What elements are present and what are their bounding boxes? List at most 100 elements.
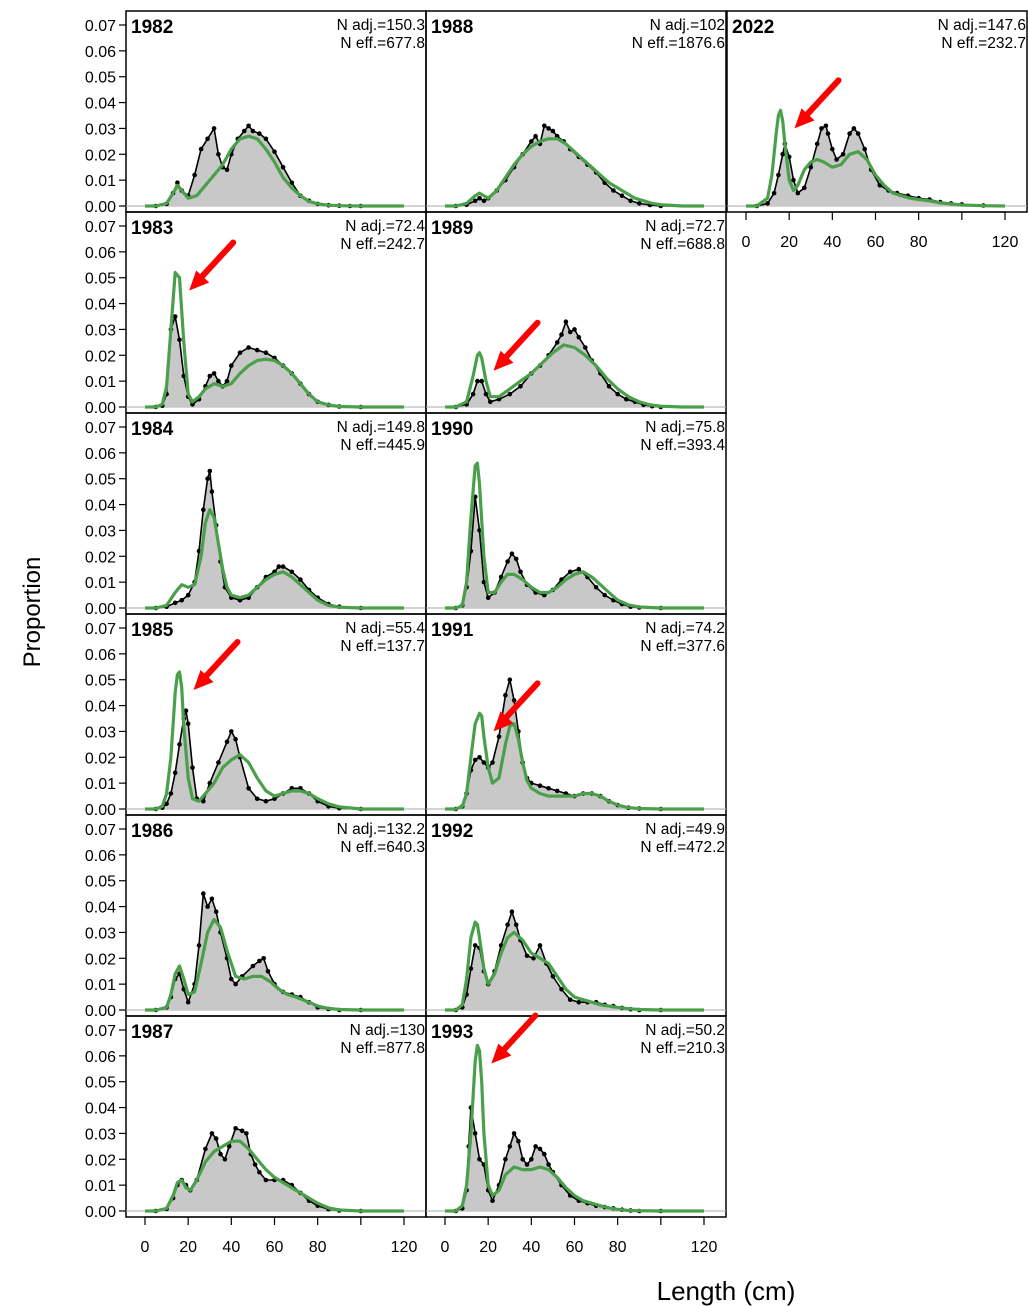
y-tick-label: 0.07 — [85, 219, 116, 236]
observed-point — [229, 729, 234, 734]
x-tick-label: 60 — [266, 1239, 284, 1256]
observed-point — [524, 1162, 530, 1167]
observed-point — [567, 329, 573, 335]
x-tick-label: 40 — [522, 1239, 540, 1256]
panel-year-label: 1984 — [131, 419, 174, 440]
y-tick-label: 0.06 — [85, 245, 116, 262]
observed-point — [791, 177, 796, 183]
x-axis-label: Length (cm) — [657, 1276, 796, 1306]
observed-point — [475, 378, 480, 384]
n-adj-label: N adj.=50.2 — [645, 1022, 725, 1039]
observed-point — [537, 1146, 543, 1152]
y-tick-label: 0.01 — [85, 575, 116, 592]
observed-point — [203, 1146, 208, 1152]
observed-point — [224, 378, 230, 384]
panel-year-label: 1993 — [431, 1022, 473, 1043]
observed-point — [280, 164, 286, 170]
n-eff-label: N eff.=377.6 — [640, 638, 725, 655]
observed-point — [216, 760, 221, 765]
observed-point — [503, 692, 508, 698]
observed-area — [145, 1128, 404, 1211]
annotation-arrow-head — [491, 1043, 512, 1064]
observed-point — [606, 384, 612, 389]
observed-point — [554, 340, 560, 345]
observed-point — [550, 128, 556, 134]
n-eff-label: N eff.=232.7 — [941, 35, 1026, 52]
observed-point — [830, 146, 835, 152]
y-tick-label: 0.01 — [85, 776, 116, 793]
y-tick-label: 0.02 — [85, 1152, 116, 1169]
y-tick-label: 0.01 — [85, 1178, 116, 1195]
n-eff-label: N eff.=137.7 — [340, 638, 425, 655]
observed-point — [224, 739, 230, 745]
observed-point — [257, 958, 262, 964]
observed-point — [233, 981, 238, 987]
observed-point — [472, 757, 478, 763]
observed-point — [533, 1144, 538, 1149]
annotation-arrow-head — [493, 711, 514, 732]
observed-point — [250, 128, 256, 134]
n-eff-label: N eff.=688.8 — [640, 236, 725, 253]
observed-point — [511, 698, 517, 703]
observed-point — [472, 1131, 478, 1136]
panel-1984: 1984 N adj.=149.8N eff.=445.9 — [125, 412, 427, 615]
y-tick-label: 0.04 — [85, 1101, 116, 1118]
observed-point — [244, 1131, 249, 1136]
observed-point — [481, 579, 487, 585]
annotation-arrow-head — [189, 270, 210, 291]
observed-point — [477, 528, 482, 533]
panel-year-label: 1990 — [431, 419, 473, 440]
x-tick-label: 60 — [867, 234, 885, 251]
y-tick-label: 0.04 — [85, 900, 116, 917]
n-eff-label: N eff.=677.8 — [340, 35, 425, 52]
observed-point — [257, 1169, 262, 1175]
x-tick-label: 0 — [742, 234, 751, 251]
observed-point — [207, 373, 213, 379]
n-adj-label: N adj.=75.8 — [645, 419, 725, 436]
observed-point — [257, 131, 262, 136]
observed-point — [628, 198, 633, 204]
observed-point — [529, 139, 534, 144]
observed-point — [615, 391, 620, 397]
panel-year-label: 1983 — [131, 218, 173, 239]
observed-point — [488, 399, 493, 405]
panel-year-label: 1985 — [131, 620, 174, 641]
y-tick-label: 0.04 — [85, 96, 116, 113]
observed-area — [145, 471, 404, 608]
observed-point — [209, 489, 215, 494]
annotation-arrow-shaft — [800, 77, 842, 122]
observed-point — [201, 891, 206, 896]
observed-point — [559, 332, 564, 337]
expected-line — [746, 108, 1006, 208]
observed-point — [298, 577, 303, 582]
observed-point — [546, 1162, 551, 1167]
observed-point — [602, 592, 607, 598]
observed-point — [172, 314, 178, 319]
annotation-arrow-shaft — [199, 638, 241, 683]
observed-area — [445, 496, 704, 608]
observed-point — [205, 476, 210, 482]
observed-point — [190, 402, 195, 407]
expected-line — [145, 670, 404, 811]
observed-point — [229, 976, 234, 982]
n-adj-label: N adj.=102 — [650, 17, 725, 34]
n-eff-label: N eff.=210.3 — [640, 1040, 725, 1057]
observed-point — [542, 123, 547, 129]
observed-point — [485, 595, 491, 600]
y-tick-label: 0.07 — [85, 822, 116, 839]
x-tick-label: 40 — [222, 1239, 240, 1256]
annotation-arrow-shaft — [499, 680, 541, 725]
panel-year-label: 1982 — [131, 17, 173, 38]
observed-point — [507, 677, 513, 682]
observed-point — [808, 164, 814, 170]
observed-point — [505, 559, 510, 564]
y-tick-label: 0.03 — [85, 322, 116, 339]
observed-point — [185, 721, 191, 726]
n-eff-label: N eff.=393.4 — [640, 437, 725, 454]
annotation-arrow-shaft — [497, 1012, 539, 1057]
observed-point — [529, 1157, 534, 1162]
observed-point — [509, 551, 515, 556]
observed-point — [554, 788, 560, 794]
observed-point — [209, 1131, 215, 1136]
